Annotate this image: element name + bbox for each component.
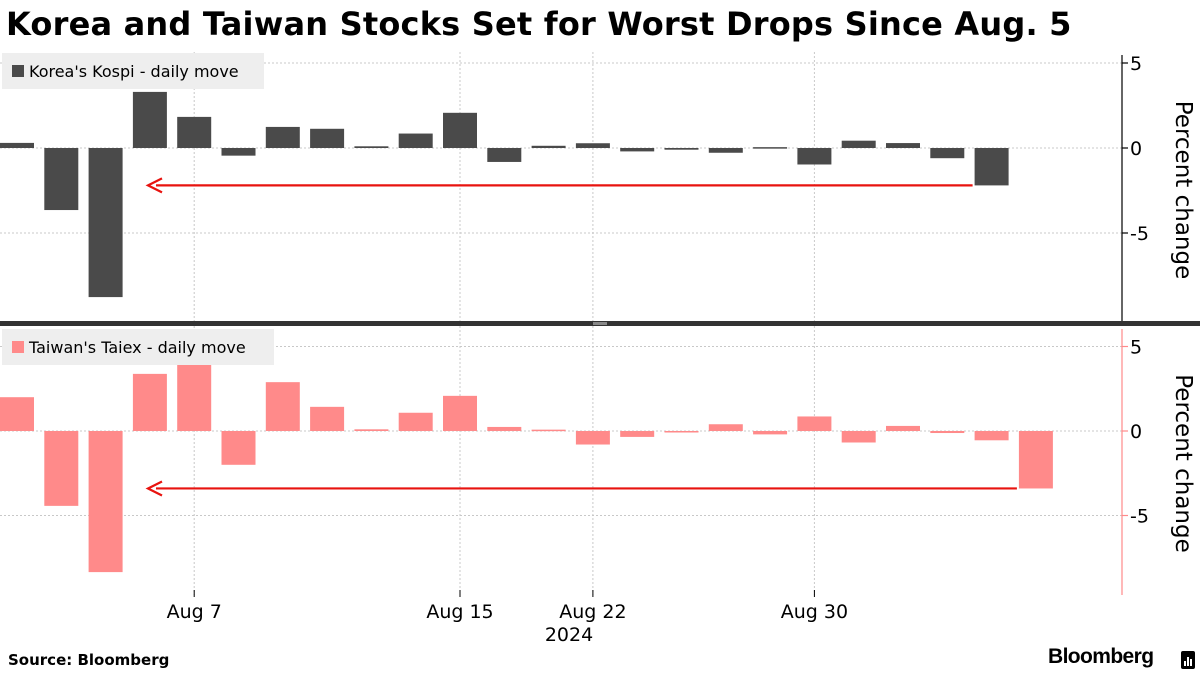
- taiex-y-tick-label-0: 5: [1130, 337, 1142, 359]
- kospi-bar-aug-22: [620, 148, 655, 152]
- taiex-bar-aug-9: [265, 382, 300, 431]
- taiex-bar-sep-2: [930, 431, 965, 434]
- x-tick-label-3: Aug 30: [781, 601, 848, 623]
- taiex-bar-aug-29: [841, 431, 876, 443]
- kospi-bar-aug-16: [443, 112, 477, 148]
- taiex-bar-aug-23: [664, 431, 699, 433]
- kospi-bar-aug-2: [44, 148, 79, 211]
- taiex-bar-aug-21: [575, 431, 610, 445]
- kospi-bar-aug-20: [531, 145, 566, 148]
- taiex-bar-aug-14: [398, 412, 433, 431]
- kospi-bar-aug-13: [354, 146, 389, 148]
- kospi-y-tick-label-1: 0: [1130, 138, 1142, 160]
- taiex-bar-aug-20: [531, 429, 566, 432]
- kospi-y-tick-label-0: 5: [1130, 53, 1142, 75]
- kospi-bar-aug-12: [310, 128, 345, 148]
- taiex-bar-aug-19: [487, 426, 522, 431]
- taiex-bar-aug-6: [132, 373, 167, 431]
- kospi-bar-aug-5: [88, 148, 123, 298]
- annotation-layer: [145, 177, 1017, 497]
- taiex-y-tick-label-2: -5: [1130, 506, 1149, 528]
- taiex-bar-aug-26: [708, 424, 743, 431]
- taiex-bar-aug-1: [0, 397, 34, 431]
- kospi-bar-aug-21: [575, 143, 610, 148]
- taiex-bar-sep-4: [1018, 431, 1053, 489]
- taiex-bar-aug-22: [620, 431, 655, 437]
- kospi-bar-aug-7: [177, 116, 212, 148]
- taiex-y-tick-label-1: 0: [1130, 421, 1142, 443]
- legend-swatch-kospi: [12, 65, 24, 77]
- kospi-bar-aug-1: [0, 142, 34, 148]
- legend-swatch-taiex: [12, 341, 24, 353]
- legend-label-taiex: Taiwan's Taiex - daily move: [29, 337, 246, 357]
- kospi-arrow-head: [145, 177, 163, 194]
- kospi-bar-sep-3: [974, 148, 1009, 186]
- kospi-y-tick-label-2: -5: [1130, 223, 1149, 245]
- taiex-bar-aug-5: [88, 431, 123, 573]
- bloomberg-terminal-icon: [1181, 651, 1195, 669]
- kospi-bar-aug-30: [886, 143, 920, 148]
- kospi-bar-aug-14: [398, 133, 433, 148]
- kospi-bar-aug-9: [265, 126, 300, 148]
- taiex-bar-aug-16: [443, 395, 477, 431]
- kospi-bar-aug-8: [221, 148, 256, 156]
- kospi-bar-aug-26: [708, 148, 743, 153]
- taiex-bar-aug-27: [753, 431, 788, 435]
- kospi-bar-aug-28: [797, 148, 832, 165]
- source-note: Source: Bloomberg: [8, 651, 170, 669]
- x-axis-year-label: 2024: [545, 624, 593, 646]
- taiex-bar-aug-8: [221, 431, 256, 465]
- x-tick-label-2: Aug 22: [559, 601, 626, 623]
- kospi-bar-aug-6: [132, 91, 167, 148]
- taiex-bar-aug-30: [886, 425, 920, 431]
- taiex-bar-aug-12: [310, 406, 345, 431]
- panel-divider-grip: [593, 322, 607, 325]
- kospi-bar-aug-23: [664, 148, 699, 150]
- taiex-bar-aug-2: [44, 431, 79, 506]
- legend-taiex: Taiwan's Taiex - daily move: [2, 329, 274, 365]
- taiex-bar-aug-7: [177, 364, 212, 431]
- bars-layer: [0, 91, 1053, 573]
- legend-label-kospi: Korea's Kospi - daily move: [29, 61, 239, 81]
- chart-title: Korea and Taiwan Stocks Set for Worst Dr…: [6, 5, 1072, 43]
- kospi-bar-aug-19: [487, 148, 522, 162]
- x-tick-label-1: Aug 15: [426, 601, 493, 623]
- legend-kospi: Korea's Kospi - daily move: [2, 53, 264, 89]
- kospi-bar-aug-29: [841, 140, 876, 148]
- kospi-y-axis-title: Percent change: [1170, 101, 1196, 280]
- taiex-bar-aug-28: [797, 416, 832, 431]
- taiex-bar-aug-13: [354, 429, 389, 431]
- x-tick-label-0: Aug 7: [167, 601, 222, 623]
- axes-layer: 5 0 -5 Percent change 5 0 -5 Percent change Aug …: [0, 53, 1200, 646]
- kospi-bar-sep-2: [930, 148, 965, 159]
- kospi-bar-aug-27: [753, 147, 788, 149]
- taiex-bar-sep-3: [974, 431, 1009, 441]
- bloomberg-logo: Bloomberg: [1048, 645, 1154, 668]
- taiex-arrow-head: [145, 480, 163, 497]
- taiex-y-axis-title: Percent change: [1170, 374, 1196, 553]
